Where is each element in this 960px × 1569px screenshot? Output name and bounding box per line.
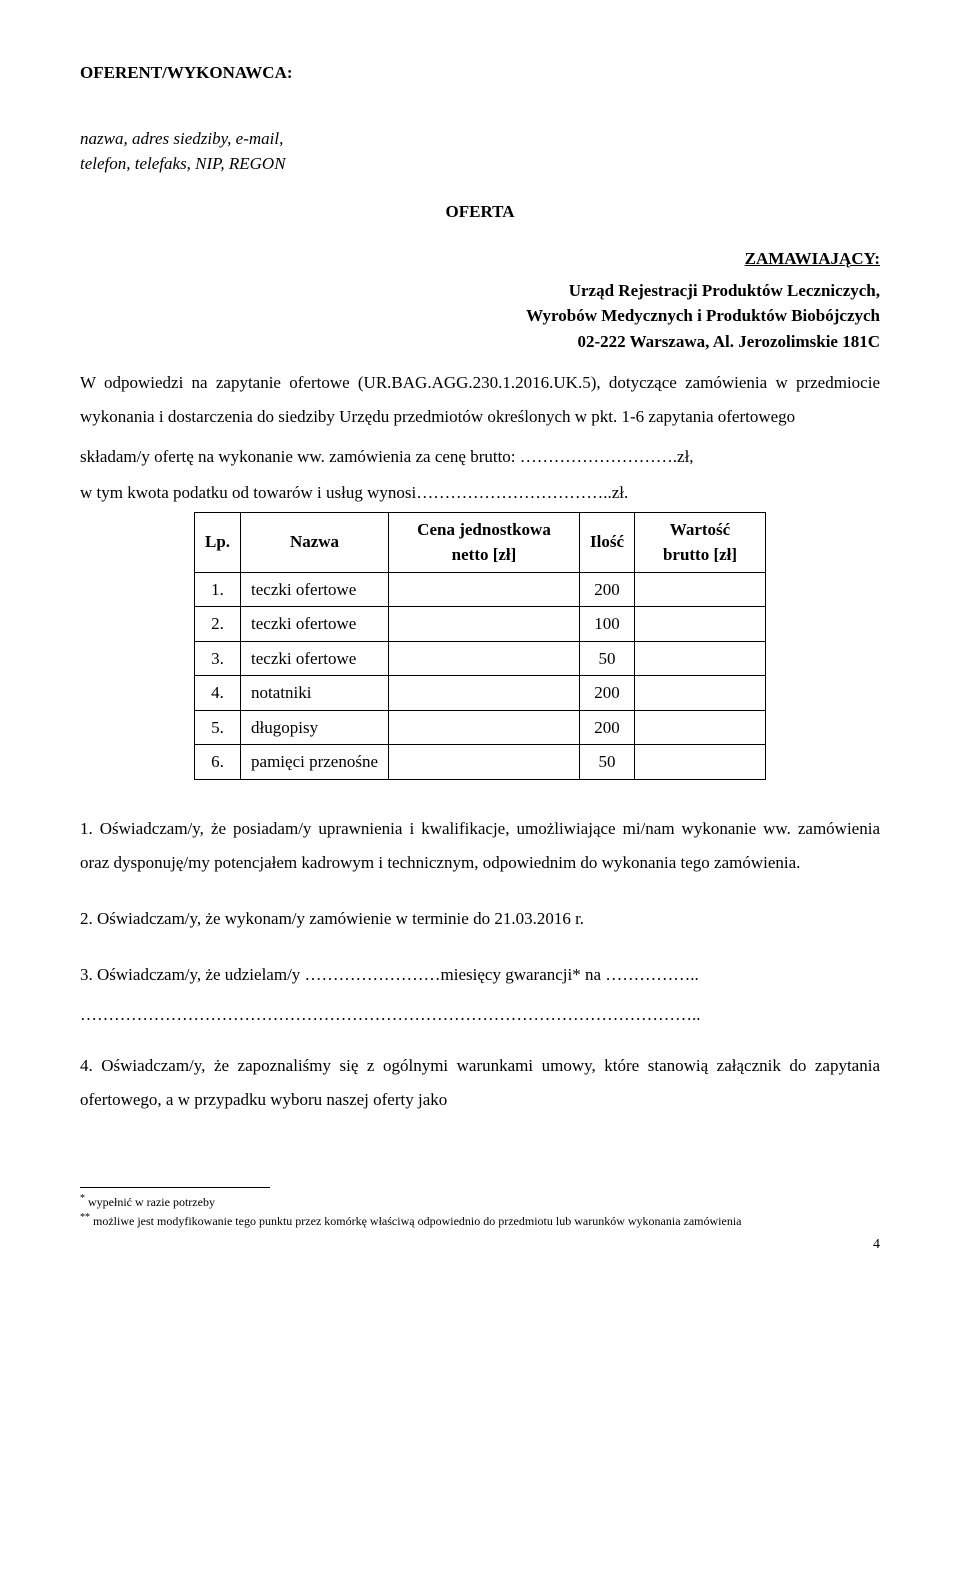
title-zamawiajacy: ZAMAWIAJĄCY: bbox=[80, 246, 880, 272]
table-row: 2.teczki ofertowe 100 bbox=[194, 607, 765, 642]
table-cell bbox=[635, 641, 766, 676]
col-wartosc: Wartość brutto [zł] bbox=[635, 512, 766, 572]
table-cell: 1. bbox=[194, 572, 240, 607]
table-cell: 50 bbox=[580, 641, 635, 676]
footnote-text: wypełnić w razie potrzeby bbox=[88, 1195, 215, 1209]
footnote-1: * wypełnić w razie potrzeby bbox=[80, 1192, 880, 1211]
table-row: 6.pamięci przenośne 50 bbox=[194, 745, 765, 780]
table-cell: 5. bbox=[194, 710, 240, 745]
table-cell: 2. bbox=[194, 607, 240, 642]
table-cell: notatniki bbox=[241, 676, 389, 711]
col-nazwa: Nazwa bbox=[241, 512, 389, 572]
footnote-mark: ** bbox=[80, 1212, 90, 1223]
offeror-line-2: telefon, telefaks, NIP, REGON bbox=[80, 151, 880, 177]
declaration-2: 2. Oświadczam/y, że wykonam/y zamówienie… bbox=[80, 902, 880, 936]
table-cell: 200 bbox=[580, 676, 635, 711]
table-cell: teczki ofertowe bbox=[241, 572, 389, 607]
table-cell bbox=[389, 710, 580, 745]
table-cell: 200 bbox=[580, 572, 635, 607]
table-cell bbox=[389, 745, 580, 780]
line-skladam: składam/y ofertę na wykonanie ww. zamówi… bbox=[80, 440, 880, 474]
declaration-3-dots: ……………………………………………………………………………………………….. bbox=[80, 1002, 880, 1028]
address-line: Wyrobów Medycznych i Produktów Biobójczy… bbox=[80, 303, 880, 329]
table-cell: 100 bbox=[580, 607, 635, 642]
col-ilosc: Ilość bbox=[580, 512, 635, 572]
table-cell bbox=[389, 572, 580, 607]
table-cell: 6. bbox=[194, 745, 240, 780]
table-cell: teczki ofertowe bbox=[241, 641, 389, 676]
table-cell: 4. bbox=[194, 676, 240, 711]
table-cell bbox=[389, 641, 580, 676]
table-cell bbox=[389, 607, 580, 642]
table-cell bbox=[635, 572, 766, 607]
title-oferta: OFERTA bbox=[80, 199, 880, 225]
table-cell: 50 bbox=[580, 745, 635, 780]
table-row: 1.teczki ofertowe 200 bbox=[194, 572, 765, 607]
table-cell bbox=[635, 607, 766, 642]
col-cena-label: Cena jednostkowa netto [zł] bbox=[417, 520, 551, 565]
declaration-4: 4. Oświadczam/y, że zapoznaliśmy się z o… bbox=[80, 1049, 880, 1117]
ordering-party-address: Urząd Rejestracji Produktów Leczniczych,… bbox=[80, 278, 880, 355]
items-table: Lp. Nazwa Cena jednostkowa netto [zł] Il… bbox=[194, 512, 766, 780]
footnote-2: ** możliwe jest modyfikowanie tego punkt… bbox=[80, 1211, 880, 1230]
intro-paragraph: W odpowiedzi na zapytanie ofertowe (UR.B… bbox=[80, 366, 880, 434]
table-header-row: Lp. Nazwa Cena jednostkowa netto [zł] Il… bbox=[194, 512, 765, 572]
col-wartosc-label: Wartość brutto [zł] bbox=[663, 520, 737, 565]
offeror-header: OFERENT/WYKONAWCA: bbox=[80, 60, 880, 86]
declaration-3: 3. Oświadczam/y, że udzielam/y ……………………m… bbox=[80, 958, 880, 992]
table-cell: pamięci przenośne bbox=[241, 745, 389, 780]
table-cell bbox=[635, 745, 766, 780]
declarations-list: 1. Oświadczam/y, że posiadam/y uprawnien… bbox=[80, 812, 880, 1118]
table-cell bbox=[389, 676, 580, 711]
table-cell bbox=[635, 710, 766, 745]
col-lp: Lp. bbox=[194, 512, 240, 572]
declaration-1: 1. Oświadczam/y, że posiadam/y uprawnien… bbox=[80, 812, 880, 880]
footnote-mark: * bbox=[80, 1193, 85, 1204]
line-kwota: w tym kwota podatku od towarów i usług w… bbox=[80, 480, 880, 506]
table-cell: 3. bbox=[194, 641, 240, 676]
address-line: Urząd Rejestracji Produktów Leczniczych, bbox=[80, 278, 880, 304]
table-cell: teczki ofertowe bbox=[241, 607, 389, 642]
table-cell bbox=[635, 676, 766, 711]
offeror-line-1: nazwa, adres siedziby, e-mail, bbox=[80, 126, 880, 152]
col-cena: Cena jednostkowa netto [zł] bbox=[389, 512, 580, 572]
table-row: 5.długopisy 200 bbox=[194, 710, 765, 745]
footnote-separator bbox=[80, 1187, 270, 1188]
footnote-text: możliwe jest modyfikowanie tego punktu p… bbox=[93, 1214, 742, 1228]
table-row: 3.teczki ofertowe 50 bbox=[194, 641, 765, 676]
table-cell: 200 bbox=[580, 710, 635, 745]
footnotes: * wypełnić w razie potrzeby ** możliwe j… bbox=[80, 1192, 880, 1230]
table-cell: długopisy bbox=[241, 710, 389, 745]
table-row: 4.notatniki 200 bbox=[194, 676, 765, 711]
page-number: 4 bbox=[80, 1234, 880, 1255]
address-line: 02-222 Warszawa, Al. Jerozolimskie 181C bbox=[80, 329, 880, 355]
